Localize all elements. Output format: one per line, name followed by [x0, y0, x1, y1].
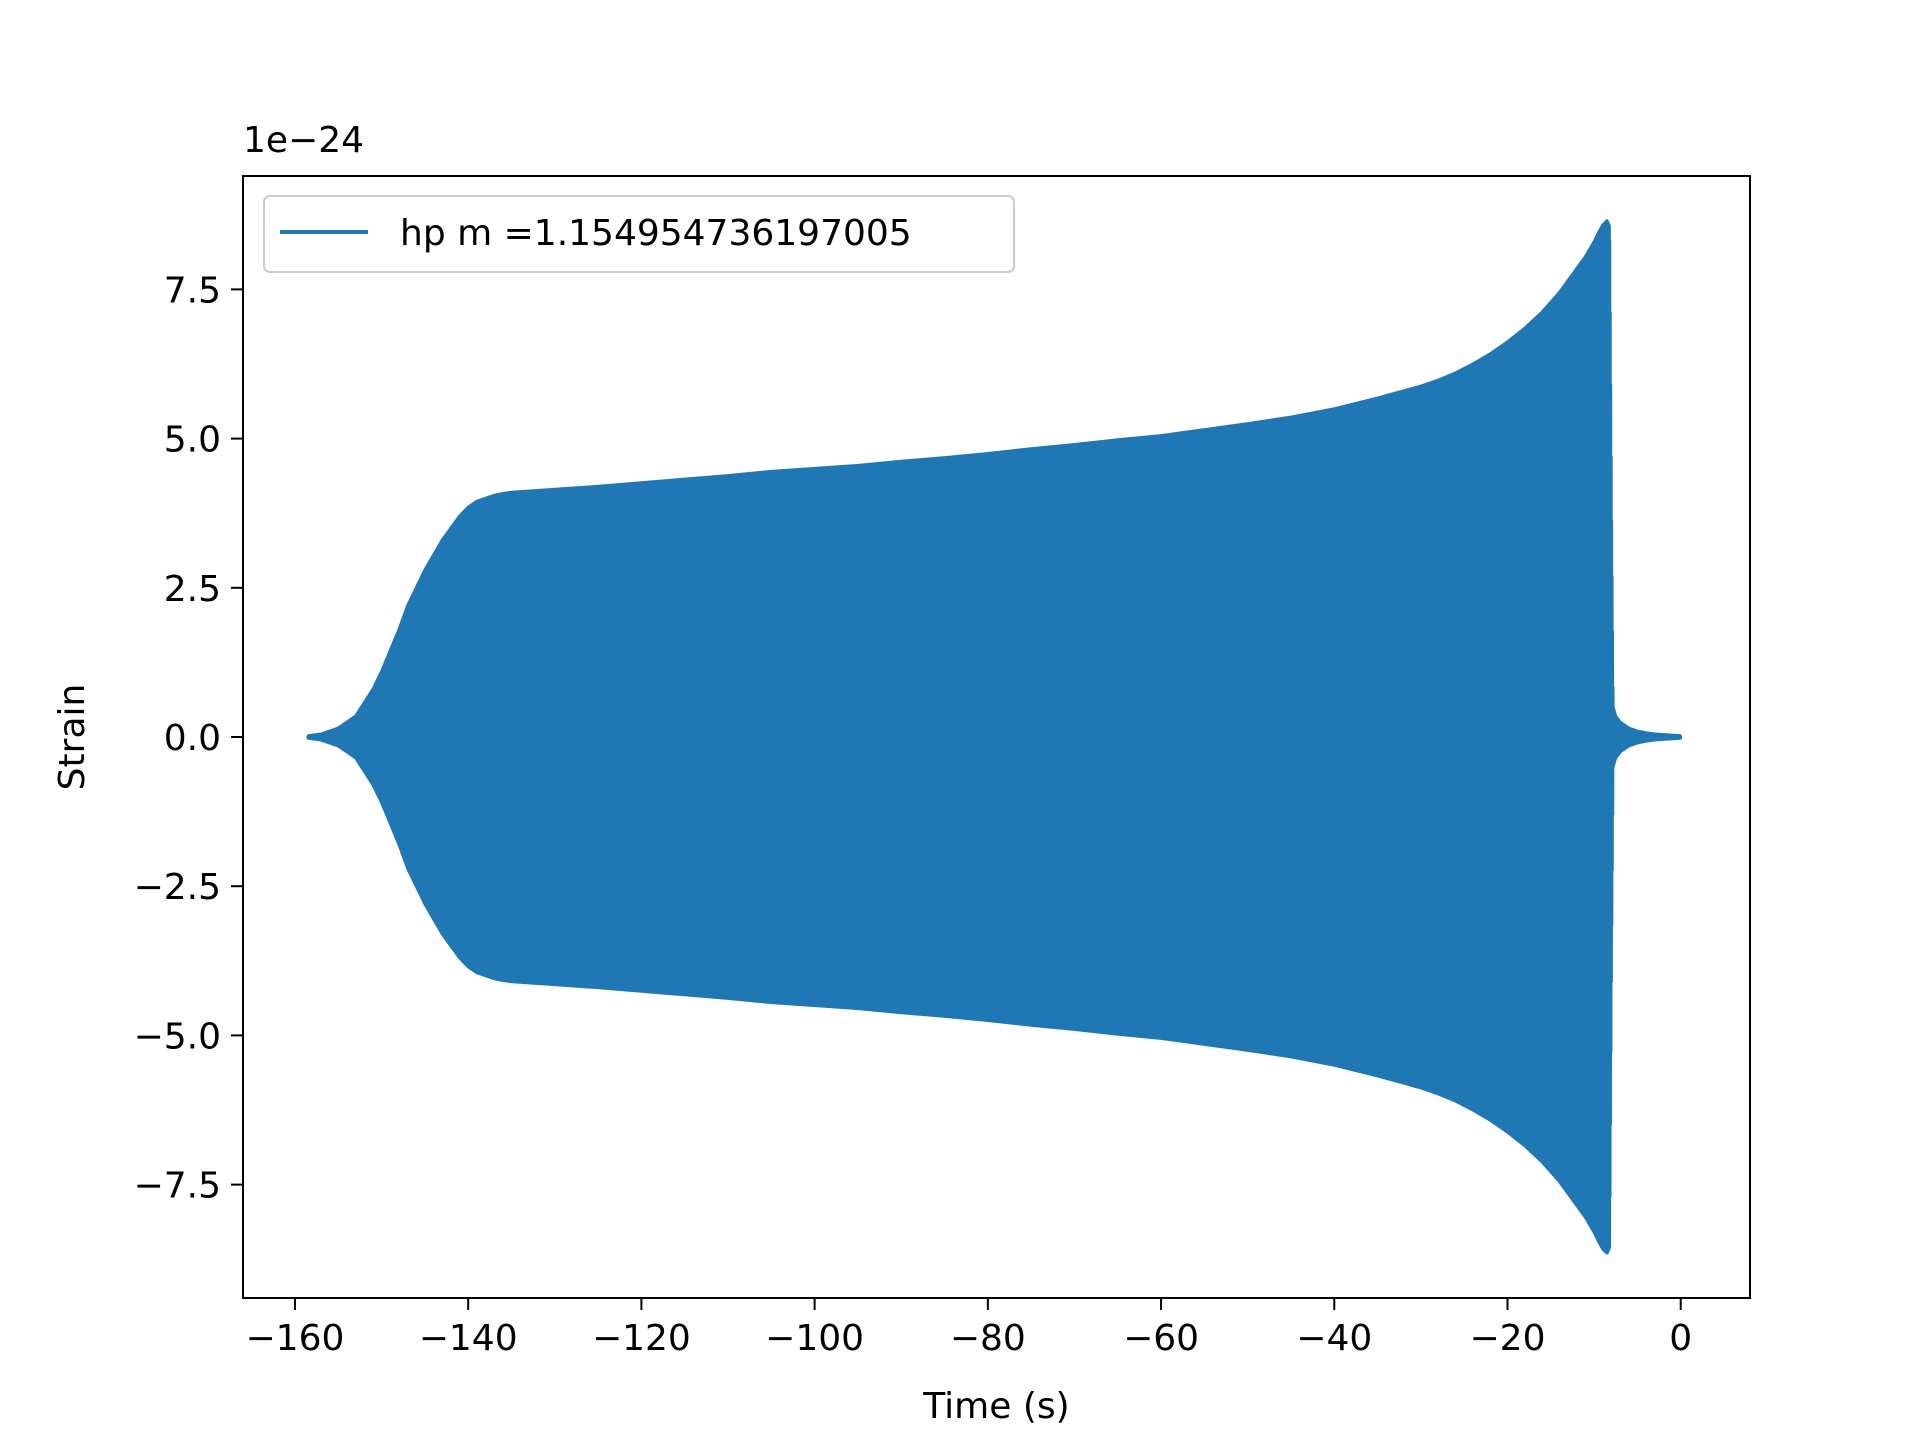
y-tick-label: −2.5: [134, 867, 221, 908]
x-tick-label: −120: [592, 1318, 691, 1359]
y-offset-label: 1e−24: [243, 120, 364, 161]
x-tick-label: −140: [419, 1318, 518, 1359]
x-tick-label: −160: [246, 1318, 345, 1359]
legend: hp m =1.154954736197005: [263, 195, 1015, 273]
x-tick-label: −60: [1123, 1318, 1199, 1359]
y-tick-label: 5.0: [164, 420, 221, 461]
x-tick-label: −80: [950, 1318, 1026, 1359]
x-tick-label: 0: [1669, 1318, 1692, 1359]
plot-area: [306, 219, 1683, 1255]
x-tick-label: −20: [1470, 1318, 1546, 1359]
y-tick-label: −7.5: [134, 1166, 221, 1207]
x-tick-label: −40: [1296, 1318, 1372, 1359]
y-tick-label: 2.5: [164, 569, 221, 610]
y-axis: −7.5 −5.0 −2.5 0.0 2.5 5.0 7.5: [134, 270, 243, 1207]
legend-entry: hp m =1.154954736197005: [400, 213, 912, 254]
x-tick-label: −100: [765, 1318, 864, 1359]
series-line-hp: [306, 219, 1683, 1255]
x-axis: −160 −140 −120 −100 −80 −60 −40 −20 0: [246, 1298, 1692, 1359]
y-tick-label: 7.5: [164, 270, 221, 311]
y-axis-label: Strain: [52, 684, 93, 791]
y-tick-label: −5.0: [134, 1016, 221, 1057]
y-tick-label: 0.0: [164, 718, 221, 759]
x-axis-label: Time (s): [922, 1386, 1069, 1427]
legend-box: [263, 195, 1015, 273]
